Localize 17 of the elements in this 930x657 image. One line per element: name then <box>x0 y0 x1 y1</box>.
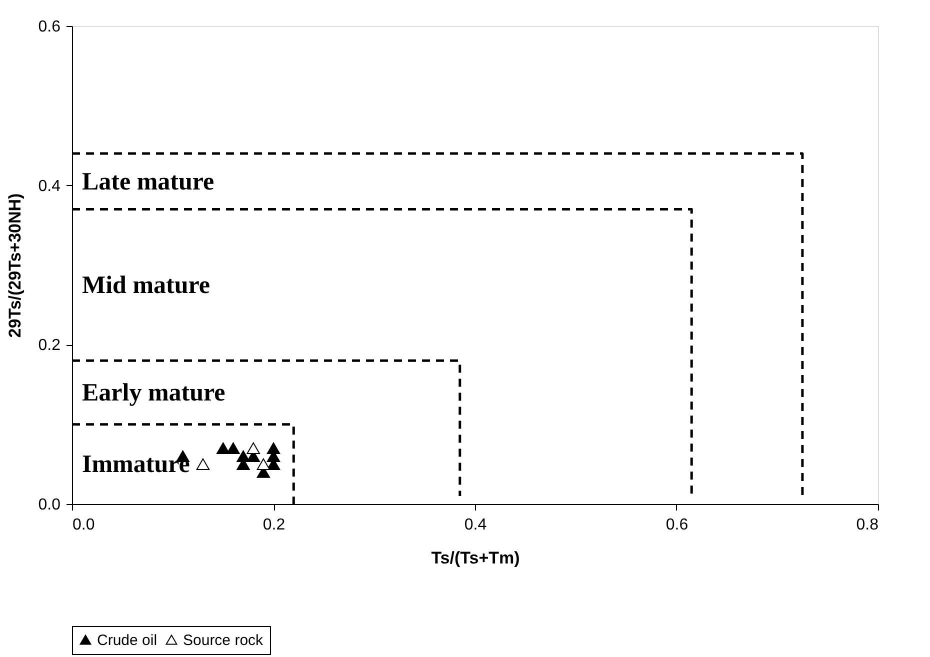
y-tick-label: 0.4 <box>38 178 61 195</box>
annotation: Late mature <box>82 168 214 196</box>
annotation: Mid mature <box>82 272 210 299</box>
legend-label: Crude oil <box>97 632 158 649</box>
x-tick-label: 0.6 <box>666 516 688 534</box>
annotation: Immature <box>82 451 190 478</box>
legend-label: Source rock <box>183 632 264 649</box>
y-axis-title: 29Ts/(29Ts+30NH) <box>5 193 24 338</box>
annotation: Early mature <box>82 379 226 406</box>
y-tick-label: 0.6 <box>38 18 61 36</box>
x-tick-label: 0.0 <box>72 516 95 534</box>
x-tick-label: 0.4 <box>464 516 487 534</box>
y-tick-label: 0.0 <box>38 496 61 514</box>
y-tick-label: 0.2 <box>38 337 61 354</box>
x-axis-title: Ts/(Ts+Tm) <box>431 548 520 568</box>
x-tick-label: 0.8 <box>856 516 879 534</box>
x-tick-label: 0.2 <box>262 516 286 534</box>
